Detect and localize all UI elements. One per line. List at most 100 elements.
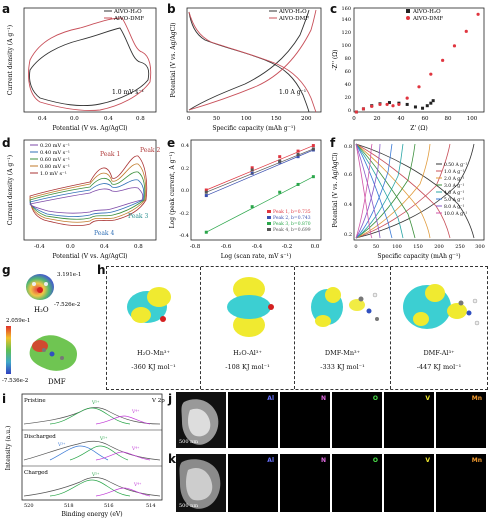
panel-d-peak-3: Peak 3 [128, 213, 148, 220]
legend-c-h2o: AlVO-H₂O [412, 9, 441, 15]
panel-a-series-h2o [29, 27, 150, 107]
esp-color-bar [6, 326, 11, 374]
binding-label: H₂O-Al³⁺ [233, 349, 262, 357]
legend-d-item: 0.60 mV s⁻¹ [40, 157, 70, 163]
fit-line-peak-3 [206, 176, 314, 233]
panel-d-series-4 [29, 179, 145, 217]
panel-f-curve-8 [355, 143, 373, 239]
binding-label: DMF-Mn³⁺ [324, 349, 361, 357]
panel-f-xtick: 250 [455, 244, 465, 250]
legend-f-item: 2.0 A g⁻¹ [444, 176, 465, 182]
panel-c-xlabel: Z' (Ω) [410, 125, 427, 132]
panel-label-a: a [2, 2, 11, 16]
panel-e-frame [190, 139, 322, 241]
panel-e-xtick: -0.6 [221, 244, 232, 250]
panel-f-curve-8b [355, 143, 373, 239]
carbon-atom-icon [358, 296, 364, 302]
nyquist-point-dmf [441, 58, 445, 62]
panel-c-ytick: 120 [341, 30, 351, 36]
nyquist-point-dmf [385, 102, 389, 107]
panel-b-xtick: 0 [187, 116, 191, 122]
panel-d-xlabel: Potential (V vs. Ag/AgCl) [52, 253, 127, 260]
binding-dmf-mn: DMF-Mn³⁺ -333 KJ mol⁻¹ [295, 267, 391, 389]
panel-f-curve-6 [355, 143, 393, 239]
eds-map-v-k: V [384, 454, 434, 512]
panel-f-ytick: 0.8 [344, 144, 352, 150]
nyquist-point-dmf [378, 102, 382, 107]
eds-map-al-j: Al [228, 392, 278, 448]
eds-element-label: O [372, 395, 378, 402]
h2o-esp-max: 3.191e-1 [57, 272, 81, 278]
data-point-peak-2 [204, 194, 208, 198]
panel-b-ylabel: Potential (V vs. Ag/AgCl) [170, 22, 177, 97]
panel-f-ytick: 0.6 [344, 172, 352, 178]
oxygen-atom-icon [268, 304, 274, 310]
legend-e-item: Peak 1, b=0.735 [273, 209, 311, 215]
xps-pristine-raw [23, 407, 161, 425]
eds-map-v-j: V [384, 392, 434, 448]
orbital-lobe-yellow [315, 315, 331, 327]
binding-energy: -333 KJ mol⁻¹ [320, 363, 365, 371]
xps-row-name: Pristine [24, 398, 46, 404]
panel-d-series-5 [29, 187, 144, 214]
panel-a-series-dmf [28, 17, 152, 111]
eds-element-label: Mn [471, 457, 482, 464]
panel-label-h: h [97, 263, 106, 277]
panel-f-xtick: 0 [354, 244, 357, 250]
panel-e-ytick: -0.2 [179, 211, 189, 217]
panel-label-e: e [167, 136, 176, 150]
legend-a-h2o: AlVO-H₂O [113, 9, 142, 15]
panel-label-j: j [168, 392, 173, 406]
panel-g-esp: 3.191e-1 -7.526e-2 H₂O 2.059e-1 -7.536e-… [2, 272, 81, 386]
orbital-lobe-yellow [233, 277, 265, 301]
data-point-peak-3 [296, 182, 300, 186]
panel-d-chart: 0.20 mV s⁻¹ 0.40 mV s⁻¹ 0.60 mV s⁻¹ 0.80… [7, 139, 160, 260]
hydrogen-atom-icon [44, 282, 48, 286]
panel-i-xtick: 514 [146, 503, 156, 509]
data-point-peak-4 [204, 190, 208, 194]
xps-discharged-v3 [49, 445, 109, 461]
panel-b-xtick: 150 [271, 116, 282, 122]
panel-d-xtick: 0.0 [66, 244, 75, 250]
h2o-al-orbital [227, 277, 274, 337]
orbital-lobe-yellow [425, 284, 445, 302]
panel-b-xtick: 200 [301, 116, 312, 122]
panel-d-series-2 [29, 163, 147, 223]
panel-c-ylabel: -Z'' (Ω) [332, 49, 339, 70]
panel-f-xtick: 200 [434, 244, 444, 250]
panel-c-frame [353, 7, 485, 113]
legend-f-item: 10.0 A g⁻¹ [444, 211, 467, 217]
panel-b-xtick: 50 [213, 116, 220, 122]
nyquist-point-dmf [429, 72, 433, 76]
panel-i-xtick: 518 [64, 503, 74, 509]
legend-e-item: Peak 3, b=0.870 [273, 221, 311, 227]
legend-c-swatch-1 [406, 9, 410, 13]
eds-map-n-j: N [280, 392, 330, 448]
panel-b-xlabel: Specific capacity (mAh g⁻¹) [212, 125, 295, 132]
panel-b-discharge-h2o [188, 11, 310, 113]
panel-f-curve-3b [355, 143, 431, 239]
orbital-lobe-cyan [227, 295, 271, 319]
panel-c-ytick: 80 [345, 56, 351, 62]
panel-label-c: c [330, 2, 338, 16]
sem-image-k: 500 nm [176, 454, 226, 512]
panel-d-series-3 [29, 171, 146, 220]
orbital-lobe-yellow [413, 312, 429, 326]
panel-f-xtick: 50 [373, 244, 379, 250]
panel-a-xtick: 0.4 [104, 116, 113, 122]
panel-e-xtick: -0.8 [190, 244, 201, 250]
data-point-peak-1 [296, 149, 300, 153]
panel-d-peak-1: Peak 1 [100, 151, 120, 158]
nyquist-point-dmf [452, 44, 457, 48]
legend-e-swatch-4 [267, 228, 271, 231]
legend-e-item: Peak 2, b=0.743 [273, 215, 311, 221]
panel-a-ylabel: Current density (A g⁻¹) [7, 25, 14, 95]
xps-pristine-v5 [49, 407, 131, 425]
data-point-peak-4 [278, 159, 282, 163]
panel-e-xtick: 0.0 [311, 244, 320, 250]
eds-map-o-j: O [332, 392, 382, 448]
eds-element-label: N [320, 457, 326, 464]
orbital-lobe-yellow [233, 313, 265, 337]
eds-element-label: Al [267, 395, 274, 402]
orbital-lobe-yellow [131, 307, 151, 323]
